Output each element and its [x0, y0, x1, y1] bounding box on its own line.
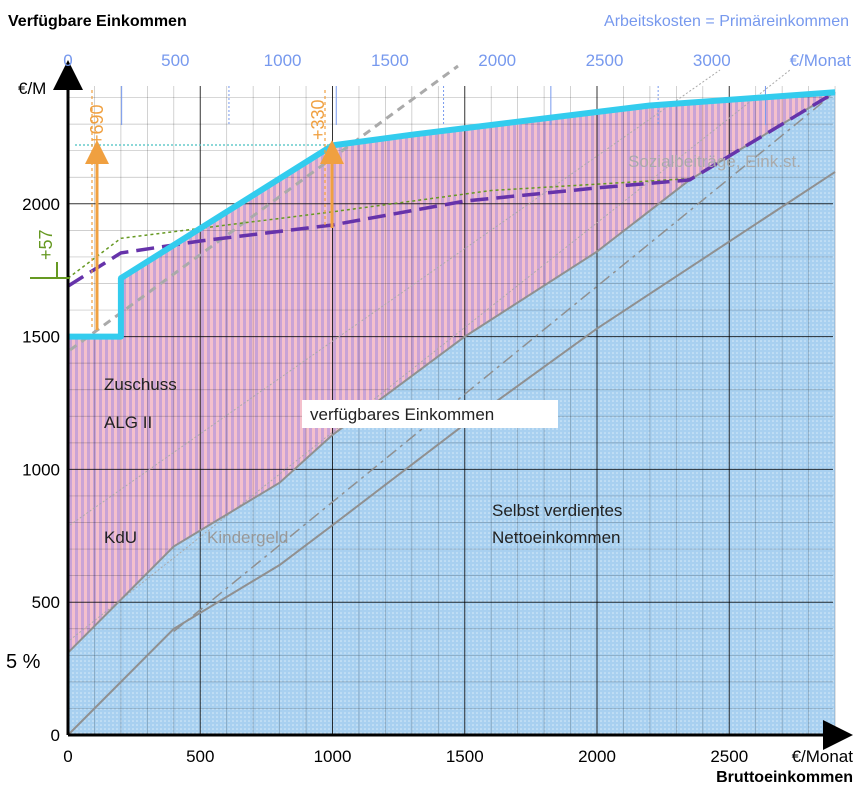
annotation-alg2: ALG II: [104, 413, 152, 432]
x-axis-title: Bruttoeinkommen: [716, 769, 853, 785]
top-tick-label: 3000: [693, 51, 731, 70]
y-tick-label: 500: [32, 593, 60, 612]
y-tick-label: 1500: [22, 328, 60, 347]
y-unit-label: €/M: [18, 79, 46, 98]
annotation-plus330: +330: [308, 99, 328, 140]
series-line-netto: [67, 171, 836, 736]
top-tick-label: 2500: [586, 51, 624, 70]
x-tick-label: 1500: [446, 747, 484, 766]
x-tick-label: 0: [63, 747, 72, 766]
annotation-kdu: KdU: [104, 528, 137, 547]
dotted-guide-line-1: [69, 69, 721, 526]
top-tick-label: 500: [161, 51, 189, 70]
top-axis-unit-label: €/Monat: [790, 51, 852, 70]
annotation-plus690: +690: [87, 104, 107, 145]
top-tick-label: 1000: [264, 51, 302, 70]
chart-tick-labels: 0 500 1000 1500 2000 2500 0 500 1000 1500 2000 0 500…: [22, 51, 748, 766]
annotation-plus330-group: +330: [308, 90, 344, 228]
annotation-box: [302, 400, 558, 428]
arbeitskosten-line: [69, 64, 459, 352]
annotation-plus690-group: +690: [75, 90, 330, 330]
chart-title-right: Arbeitskosten = Primäreinkommen: [604, 13, 849, 30]
x-unit-label: €/Monat: [792, 747, 854, 766]
y-tick-label: 2000: [22, 195, 60, 214]
series-line-dashed: [67, 90, 837, 288]
annotation-kindergeld: Kindergeld: [207, 528, 288, 547]
annotation-selbst-line1: Selbst verdientes: [492, 501, 622, 520]
annotation-plus57-group: +57: [30, 229, 70, 279]
annotation-verfuegbares: verfügbares Einkommen: [310, 405, 494, 424]
annotation-zuschuss: Zuschuss: [104, 375, 177, 394]
x-tick-label: 2000: [578, 747, 616, 766]
x-tick-label: 2500: [710, 747, 748, 766]
top-tick-label: 2000: [478, 51, 516, 70]
chart-title-left: Verfügbare Einkommen: [8, 13, 187, 30]
annotation-sozialbeitraege: Sozialbeiträge, Eink.st.: [628, 152, 801, 171]
annotation-plus57: +57: [36, 229, 56, 260]
x-tick-label: 500: [186, 747, 214, 766]
annotation-selbst-line2: Nettoeinkommen: [492, 528, 621, 547]
series-line-dotted: [67, 177, 690, 279]
y-extra-label: 5 %: [6, 651, 41, 673]
x-tick-label: 1000: [314, 747, 352, 766]
dotted-guide-line-2: [69, 69, 791, 641]
chart-axes: [53, 60, 853, 750]
y-tick-label: 0: [51, 726, 60, 745]
top-tick-label: 1500: [371, 51, 409, 70]
y-tick-label: 1000: [22, 460, 60, 479]
series-line-kosten: [173, 91, 836, 632]
series-line-netto_plus_kindergeld: [67, 91, 836, 654]
top-tick-label: 0: [63, 51, 72, 70]
